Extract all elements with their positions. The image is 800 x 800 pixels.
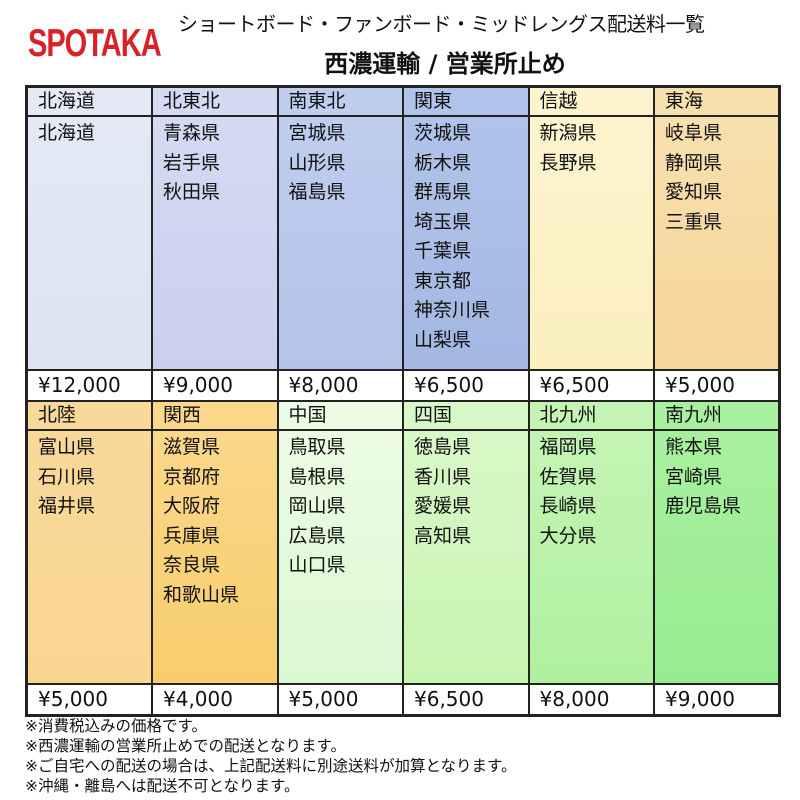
prefecture: 熊本県 bbox=[665, 436, 723, 458]
prefecture: 福井県 bbox=[38, 495, 96, 517]
prefecture: 岡山県 bbox=[288, 495, 346, 517]
prefecture: 愛媛県 bbox=[414, 495, 472, 517]
region-name: 北海道 bbox=[25, 85, 153, 117]
prefecture: 香川県 bbox=[414, 465, 472, 488]
prefecture: 長野県 bbox=[539, 151, 597, 174]
prefecture-list: 茨城県栃木県群馬県埼玉県千葉県東京都神奈川県山梨県 bbox=[402, 115, 530, 371]
prefecture-list: 熊本県宮崎県鹿児島県 bbox=[653, 429, 781, 685]
price: ¥8,000 bbox=[276, 369, 404, 402]
prefecture-row: 富山県 石川県 福井県 滋賀県 京都府 大阪府 兵庫県 奈良県 和歌山県 鳥取県 島根県 岡山県 広島県… bbox=[25, 429, 781, 685]
price: ¥8,000 bbox=[527, 683, 655, 717]
prefecture: 宮城県 bbox=[288, 122, 346, 144]
price: ¥5,000 bbox=[276, 683, 404, 717]
prefecture: 高知県 bbox=[414, 524, 472, 547]
page-subtitle: 西濃運輸 / 営業所止め bbox=[324, 50, 566, 78]
prefecture-list: 滋賀県京都府大阪府兵庫県奈良県和歌山県 bbox=[151, 429, 279, 685]
prefecture: 東京都 bbox=[414, 269, 472, 292]
prefecture: 神奈川県 bbox=[414, 299, 491, 321]
price: ¥6,500 bbox=[402, 683, 530, 717]
price: ¥4,000 bbox=[151, 683, 279, 717]
region-name: 南九州 bbox=[653, 400, 781, 431]
prefecture: 徳島県 bbox=[414, 436, 472, 458]
prefecture: 滋賀県 bbox=[163, 436, 221, 458]
region-header-row: 北陸 関西 中国 四国 北九州 南九州 bbox=[25, 400, 781, 431]
prefecture: 佐賀県 bbox=[539, 465, 597, 488]
region-name: 東海 bbox=[653, 85, 781, 117]
region-name: 北東北 bbox=[151, 85, 279, 117]
note: ※ご自宅への配送の場合は、上記配送料に別途送料が加算となります。 bbox=[25, 757, 517, 775]
price: ¥6,500 bbox=[527, 369, 655, 402]
prefecture-list: 岐阜県静岡県愛知県三重県 bbox=[653, 115, 781, 371]
region-name: 関西 bbox=[151, 400, 279, 431]
shipping-fee-table: 北海道 北東北 南東北 関東 信越 東海 北海道 青森県 岩手県 秋田県 宮城県 山形県 福島県 茨城県栃… bbox=[25, 85, 781, 717]
prefecture-list: 青森県 岩手県 秋田県 bbox=[151, 115, 279, 371]
note: ※消費税込みの価格です。 bbox=[25, 717, 207, 735]
prefecture: 宮崎県 bbox=[665, 465, 723, 488]
price-row: ¥12,000 ¥9,000 ¥8,000 ¥6,500 ¥6,500 ¥5,000 bbox=[25, 369, 781, 402]
prefecture: 石川県 bbox=[38, 465, 96, 488]
prefecture: 新潟県 bbox=[539, 122, 597, 144]
prefecture: 山梨県 bbox=[414, 328, 472, 351]
prefecture: 和歌山県 bbox=[163, 583, 240, 606]
prefecture: 群馬県 bbox=[414, 181, 472, 203]
prefecture-list: 富山県 石川県 福井県 bbox=[25, 429, 153, 685]
prefecture: 千葉県 bbox=[414, 240, 472, 262]
prefecture: 山口県 bbox=[288, 554, 346, 576]
prefecture-list: 新潟県 長野県 bbox=[527, 115, 655, 371]
prefecture: 福岡県 bbox=[539, 436, 597, 458]
price: ¥9,000 bbox=[653, 683, 781, 717]
prefecture-list: 福岡県佐賀県長崎県大分県 bbox=[527, 429, 655, 685]
note: ※沖縄・離島へは配送不可となります。 bbox=[25, 777, 300, 795]
prefecture-list: 宮城県 山形県 福島県 bbox=[276, 115, 404, 371]
region-name: 関東 bbox=[402, 85, 530, 117]
price: ¥6,500 bbox=[402, 369, 530, 402]
region-header-row: 北海道 北東北 南東北 関東 信越 東海 bbox=[25, 85, 781, 117]
region-name: 南東北 bbox=[276, 85, 404, 117]
prefecture: 長崎県 bbox=[539, 495, 597, 517]
prefecture: 大阪府 bbox=[163, 495, 221, 517]
prefecture: 京都府 bbox=[163, 465, 221, 488]
note: ※西濃運輸の営業所止めでの配送となります。 bbox=[25, 737, 346, 755]
prefecture: 兵庫県 bbox=[163, 524, 221, 547]
prefecture: 富山県 bbox=[38, 436, 96, 458]
price: ¥5,000 bbox=[25, 683, 153, 717]
page-title: ショートボード・ファンボード・ミッドレングス配送料一覧 bbox=[178, 12, 705, 36]
prefecture-list: 徳島県香川県愛媛県高知県 bbox=[402, 429, 530, 685]
region-name: 北陸 bbox=[25, 400, 153, 431]
region-name: 四国 bbox=[402, 400, 530, 431]
price: ¥9,000 bbox=[151, 369, 279, 402]
prefecture-row: 北海道 青森県 岩手県 秋田県 宮城県 山形県 福島県 茨城県 栃木県 群馬県 埼玉県 千葉県 東京都神… bbox=[25, 115, 781, 371]
prefecture-list: 北海道 bbox=[25, 115, 153, 371]
notes: ※消費税込みの価格です。 ※西濃運輸の営業所止めでの配送となります。 ※ご自宅へ… bbox=[25, 716, 516, 796]
prefecture: 三重県 bbox=[665, 210, 723, 233]
prefecture: 秋田県 bbox=[163, 181, 221, 203]
prefecture: 北海道 bbox=[38, 122, 96, 144]
prefecture: 鳥取県 bbox=[288, 436, 346, 458]
prefecture: 岐阜県 bbox=[665, 122, 723, 144]
prefecture: 広島県 bbox=[288, 524, 346, 547]
prefecture: 茨城県 bbox=[414, 122, 472, 144]
region-name: 北九州 bbox=[527, 400, 655, 431]
prefecture: 島根県 bbox=[288, 465, 346, 488]
region-name: 信越 bbox=[527, 85, 655, 117]
prefecture-list: 鳥取県島根県岡山県広島県山口県 bbox=[276, 429, 404, 685]
prefecture: 静岡県 bbox=[665, 151, 723, 174]
prefecture: 岩手県 bbox=[163, 151, 221, 174]
prefecture: 愛知県 bbox=[665, 181, 723, 203]
spotaka-logo: SPOTAKA bbox=[28, 22, 162, 66]
price-row: ¥5,000 ¥4,000 ¥5,000 ¥6,500 ¥8,000 ¥9,000 bbox=[25, 683, 781, 717]
prefecture: 大分県 bbox=[539, 524, 597, 547]
prefecture: 栃木県 bbox=[414, 151, 472, 174]
prefecture: 山形県 bbox=[288, 151, 346, 174]
prefecture: 奈良県 bbox=[163, 554, 221, 576]
prefecture: 青森県 bbox=[163, 122, 221, 144]
prefecture: 鹿児島県 bbox=[665, 495, 742, 517]
region-name: 中国 bbox=[276, 400, 404, 431]
price: ¥5,000 bbox=[653, 369, 781, 402]
prefecture: 埼玉県 bbox=[414, 210, 472, 233]
prefecture: 福島県 bbox=[288, 181, 346, 203]
price: ¥12,000 bbox=[25, 369, 153, 402]
